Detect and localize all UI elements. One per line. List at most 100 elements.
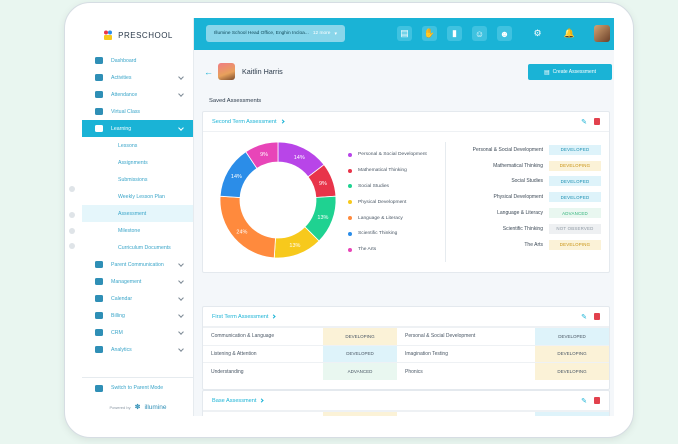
school-location-selector[interactable]: Illumine School Head Office, Enghin Incl… [206, 25, 345, 42]
status-badge: DEVELOPING [535, 362, 609, 380]
legend-dot [348, 231, 352, 236]
development-status-list: Personal & Social Development DEVELOPED Ma… [449, 142, 601, 253]
app-logo-text: PRESCHOOL [118, 30, 173, 40]
sidebar-item-calendar[interactable]: Calendar [82, 290, 193, 307]
status-row: Scientific Thinking NOT OBSERVED [449, 221, 601, 237]
assessment-icon: ▤ [543, 69, 550, 76]
chevron-down-icon [178, 312, 184, 318]
status-row-label: The Arts [524, 241, 543, 248]
legend-item: Social Studies [348, 179, 448, 195]
legend-label: Language & Literacy [358, 215, 403, 221]
sidebar-subitem[interactable]: Lessons [118, 142, 138, 149]
edit-icon[interactable]: ✎ [581, 119, 587, 126]
sidebar-item-label: Management [111, 278, 142, 285]
top-bar: Illumine School Head Office, Enghin Incl… [194, 18, 614, 50]
sidebar-item-parent-communication[interactable]: Parent Communication [82, 256, 193, 273]
status-badge: DEVELOPING [549, 239, 601, 250]
sidebar-subitem[interactable]: Milestone [118, 227, 141, 234]
sidebar-subitem[interactable]: Assessment [82, 205, 193, 222]
status-row: Language & Literacy ADVANCED [449, 205, 601, 221]
status-badge: DEVELOPED [549, 144, 601, 155]
donut-slice-label: 13% [317, 215, 328, 221]
second-term-card: Second Term Assessment ✎ 14% 9% 13% 13% 24% 1… [202, 111, 610, 273]
status-row: Social Studies DEVELOPED [449, 174, 601, 190]
delete-icon[interactable] [594, 313, 600, 320]
gear-icon[interactable]: ⚙ [533, 28, 542, 38]
legend-item: The Arts [348, 242, 448, 258]
chevron-down-icon: ▾ [334, 30, 337, 37]
sidebar-item-label: Virtual Class [111, 108, 141, 115]
sidebar-item-label: Calendar [111, 295, 133, 302]
sidebar-item-analytics[interactable]: Analytics [82, 341, 193, 358]
delete-icon[interactable] [594, 118, 600, 125]
base-title[interactable]: Base Assessment [212, 397, 257, 404]
legend-item: Scientific Thinking [348, 226, 448, 242]
tablet-sensor [69, 228, 75, 234]
back-arrow-icon[interactable]: ← [204, 67, 213, 77]
skill-label: Personal & Social Development [397, 327, 535, 345]
status-row: Personal & Social Development DEVELOPED [449, 142, 601, 158]
sidebar-item-crm[interactable]: CRM [82, 324, 193, 341]
hand-icon[interactable]: ✋ [422, 26, 437, 41]
chevron-down-icon [178, 261, 184, 267]
status-row-label: Scientific Thinking [502, 225, 543, 232]
sidebar-item-label: Parent Communication [111, 261, 164, 268]
donut-slice-label: 24% [236, 230, 247, 236]
create-assessment-button[interactable]: ▤ Create Assessment [528, 64, 612, 80]
legend-item: Personal & Social Development [348, 147, 448, 163]
dashboard-icon [95, 57, 103, 64]
donut-slice [219, 195, 276, 259]
sidebar-subitem[interactable]: Assignments [118, 159, 148, 166]
note-icon[interactable]: ▮ [447, 26, 462, 41]
sidebar-item-attendance[interactable]: Attendance [82, 86, 193, 103]
emoji-icon[interactable]: ☻ [497, 26, 512, 41]
edit-icon[interactable]: ✎ [581, 314, 587, 321]
skill-label: Communication & Language [203, 327, 323, 345]
sidebar-item-billing[interactable]: Billing [82, 307, 193, 324]
illumine-brand: illumine [144, 403, 167, 411]
switch-parent-mode-button[interactable]: Switch to Parent Mode [82, 378, 194, 398]
sidebar-item-management[interactable]: Management [82, 273, 193, 290]
sidebar-subitem[interactable]: Weekly Lesson Plan [118, 193, 165, 200]
status-badge: DEVELOPED [549, 192, 601, 203]
sidebar: PRESCHOOL Dashboard Activities Attendance V… [82, 18, 194, 416]
divider [445, 142, 446, 262]
sidebar-nav: Dashboard Activities Attendance Virtual Cla… [82, 52, 193, 358]
base-header: Base Assessment ✎ [203, 391, 609, 411]
sidebar-item-label: Billing [111, 312, 125, 319]
illumine-logo-icon: ✽ [134, 404, 141, 411]
legend-label: Physical Development [358, 199, 407, 205]
sidebar-item-virtual-class[interactable]: Virtual Class [82, 103, 193, 120]
legend-item: Mathematical Thinking [348, 163, 448, 179]
status-badge: DEVELOPING [323, 327, 397, 345]
attendance-icon [95, 91, 103, 98]
chevron-down-icon [178, 329, 184, 335]
legend-label: Social Studies [358, 183, 389, 189]
legend-label: Personal & Social Development [358, 152, 427, 158]
chevron-right-icon [271, 314, 277, 319]
first-term-title[interactable]: First Term Assessment [212, 313, 269, 320]
sidebar-subitem[interactable]: Curriculum Documents [118, 244, 171, 251]
smiley-icon[interactable]: ☺ [472, 26, 487, 41]
delete-icon[interactable] [594, 397, 600, 404]
document-icon[interactable]: ▤ [397, 26, 412, 41]
sidebar-item-dashboard[interactable]: Dashboard [82, 52, 193, 69]
sidebar-subitem[interactable]: Submissions [118, 176, 148, 183]
second-term-title[interactable]: Second Term Assessment [212, 118, 277, 125]
second-term-header: Second Term Assessment ✎ [203, 112, 609, 132]
sidebar-item-learning[interactable]: Learning [82, 120, 193, 137]
tablet-sensor-2 [69, 243, 75, 249]
edit-icon[interactable]: ✎ [581, 398, 587, 405]
chevron-right-icon [279, 119, 285, 124]
sidebar-item-activities[interactable]: Activities [82, 69, 193, 86]
bell-icon[interactable]: 🔔 [563, 28, 576, 38]
status-badge: ADVANCED [323, 362, 397, 380]
donut-slice-label: 14% [231, 174, 242, 180]
app-logo[interactable]: PRESCHOOL [82, 18, 193, 52]
first-term-table: Communication & Language DEVELOPING Person… [203, 327, 609, 380]
sidebar-item-label: Learning [111, 125, 132, 132]
sidebar-item-label: CRM [111, 329, 123, 336]
chevron-down-icon [178, 295, 184, 301]
user-avatar[interactable] [594, 25, 610, 42]
